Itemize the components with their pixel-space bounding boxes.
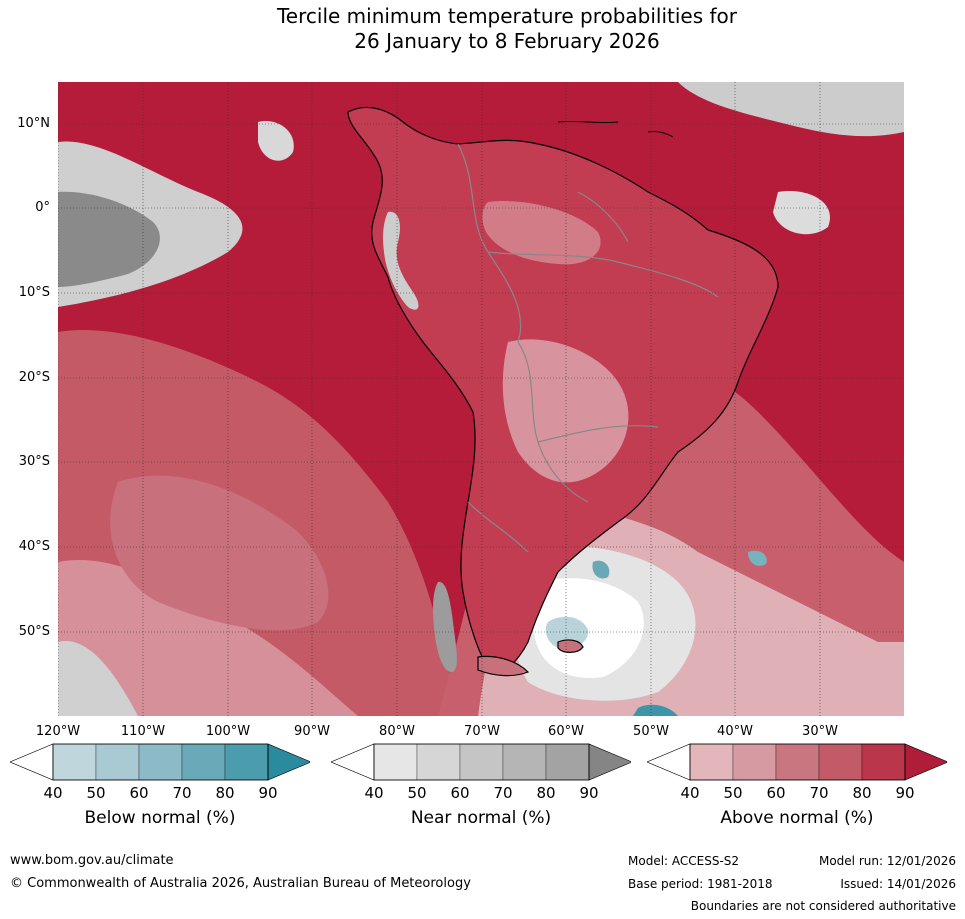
below-normal-title: Below normal (%) [84,808,236,828]
pacific-mid-pink [110,475,329,631]
colorbar-extend-low [331,743,375,781]
colorbar-segment [138,743,183,781]
colorbar-outline [52,743,269,781]
lat-label-20s: 20°S [18,370,50,385]
near-normal-title: Near normal (%) [410,808,552,828]
atlantic-below-blue-2 [748,550,767,566]
colorbar-tick-label: 50 [723,784,743,802]
lon-label-100w: 100°W [205,724,251,739]
lat-label-10s: 10°S [18,285,50,300]
colorbar-tick-label: 40 [43,784,63,802]
chart-title: Tercile minimum temperature probabilitie… [0,4,965,54]
colorbar-tick-label: 80 [536,784,556,802]
colorbar-segment [95,743,140,781]
colorbar-extend-low [10,743,54,781]
issued-text: Issued: 14/01/2026 [840,877,956,891]
colorbar-tick-label: 70 [809,784,829,802]
base-period-text: Base period: 1981-2018 [628,877,773,891]
model-run-text: Model run: 12/01/2026 [818,854,956,868]
colorbar-tick-label: 90 [579,784,599,802]
colorbar-tick-label: 40 [680,784,700,802]
colorbar-extend-high [588,743,631,781]
lon-label-120w: 120°W [35,724,81,739]
andes-grey [383,211,419,310]
colorbar-segment [224,743,269,781]
colorbar-outline [373,743,590,781]
colorbar-tick-label: 90 [895,784,915,802]
lat-label-30s: 30°S [18,454,50,469]
tierra-del-fuego [477,655,530,677]
lat-label-10n: 10°N [17,116,50,131]
lon-label-40w: 40°W [717,724,753,739]
patagonia-white [531,578,644,678]
lon-label-30w: 30°W [802,724,838,739]
copyright-text: © Commonwealth of Australia 2026, Austra… [10,876,471,891]
colorbar-tick-label: 60 [450,784,470,802]
colorbar-tick-label: 50 [86,784,106,802]
colorbar-tick-label: 80 [215,784,235,802]
colorbar-segment [459,743,504,781]
colorbar-tick-label: 60 [766,784,786,802]
lat-label-0: 0° [35,200,50,215]
colorbar-tick-label: 60 [129,784,149,802]
above-normal-colorbar [647,743,947,781]
pacific-sw-grey [58,641,138,716]
atlantic-north-grey [678,82,904,137]
colorbar-extend-low [647,743,691,781]
colorbar-segment [545,743,590,781]
colorbar-tick-label: 70 [172,784,192,802]
country-borders [457,143,719,553]
colorbar-tick-label: 90 [258,784,278,802]
colorbar-segment [732,743,777,781]
disclaimer-text: Boundaries are not considered authoritat… [690,899,956,913]
colorbar-segment [416,743,461,781]
colorbar-tick-label: 70 [493,784,513,802]
lon-label-110w: 110°W [120,724,166,739]
atlantic-below-blue [592,560,610,579]
lon-label-60w: 60°W [548,724,584,739]
patagonia-below-blue [545,616,589,649]
lat-label-40s: 40°S [18,539,50,554]
colorbar-extend-high [904,743,947,781]
southern-chile-grey [433,581,457,673]
colorbar-segment [861,743,906,781]
lon-label-50w: 50°W [633,724,669,739]
colorbar-segment [689,743,734,781]
map-gridlines [58,82,904,716]
amazon-light [482,201,601,265]
falkland-islands [557,639,584,653]
south-america-interior-light [502,339,629,483]
colorbar-segment [181,743,226,781]
below-normal-colorbar [10,743,310,781]
colorbar-tick-label: 40 [364,784,384,802]
colorbar-segment [502,743,547,781]
caribbean-islands [557,120,674,138]
pacific-south-lighter [58,560,358,716]
lon-label-90w: 90°W [294,724,330,739]
title-line-1: Tercile minimum temperature probabilitie… [276,4,738,28]
colorbar-tick-label: 50 [407,784,427,802]
lon-label-70w: 70°W [464,724,500,739]
above-normal-title: Above normal (%) [720,808,874,828]
colorbar-segment [775,743,820,781]
lat-label-50s: 50°S [18,624,50,639]
colorbar-outline [689,743,906,781]
south-bottom-teal [633,704,678,716]
model-text: Model: ACCESS-S2 [628,854,740,868]
atlantic-north-grey-2 [773,191,830,235]
colorbar-extend-high [267,743,310,781]
colorbar-segment [818,743,863,781]
colorbar-segment [52,743,97,781]
near-normal-colorbar [331,743,631,781]
forecast-map [58,82,904,716]
equatorial-pacific-dark [58,191,160,287]
lon-label-80w: 80°W [379,724,415,739]
website-text: www.bom.gov.au/climate [10,853,174,868]
north-pacific-grey [258,121,294,161]
colorbar-tick-label: 80 [852,784,872,802]
title-line-2: 26 January to 8 February 2026 [354,29,660,53]
colorbar-segment [373,743,418,781]
